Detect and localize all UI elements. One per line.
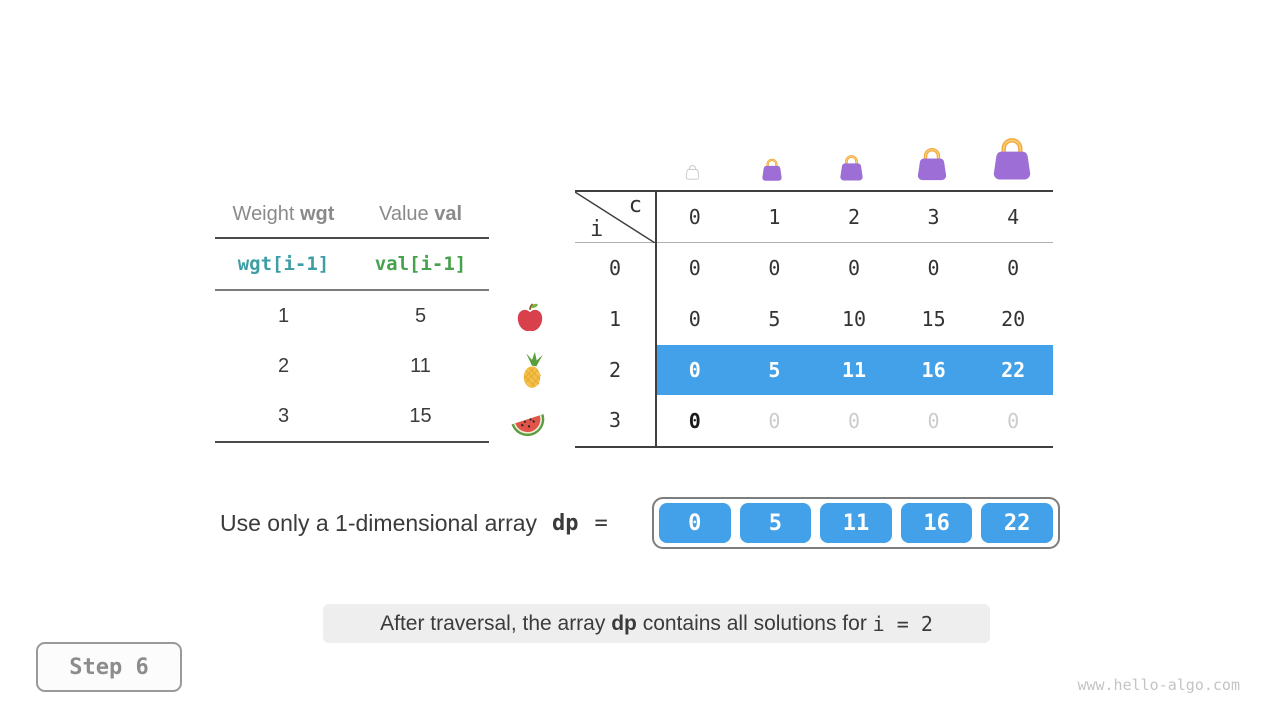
item-value: 11	[410, 354, 431, 377]
watermark: www.hello-algo.com	[1077, 676, 1240, 694]
bag-xlarge-icon	[986, 133, 1038, 182]
caption-dp: dp	[611, 611, 637, 635]
wgt-formula: wgt[i-1]	[237, 253, 330, 275]
dp-cell: 0	[768, 408, 781, 433]
caption-code: i = 2	[872, 611, 933, 636]
dp-cell: 0	[847, 256, 860, 281]
dp-equation-text: Use only a 1-dimensional array dp =	[220, 497, 608, 549]
dp-cell: 0	[1007, 408, 1020, 433]
bag-small-icon	[759, 156, 785, 182]
dp-cell: 0	[927, 256, 940, 281]
equals-sign: =	[594, 510, 608, 536]
dp-row-1: 1 0 5 10 15 20	[575, 294, 1053, 345]
corner-label-c: c	[628, 193, 642, 218]
bag-large-icon	[912, 144, 952, 182]
diagonal-divider	[575, 192, 655, 243]
items-table: Weight wgt Value val wgt[i-1] val[i-1] 1…	[215, 192, 489, 443]
caption-part2: contains all solutions for	[636, 611, 873, 635]
dp-cell: 10	[841, 307, 867, 332]
item-row: 1 5	[215, 291, 489, 341]
dp-row-3: 3 0 0 0 0 0	[575, 395, 1053, 446]
dp-row-2-highlighted: 2 0 5 11 16 22	[575, 344, 1053, 396]
caption-banner: After traversal, the array dp contains a…	[323, 604, 990, 643]
items-table-header: Weight wgt Value val	[215, 192, 489, 239]
dp-cell: 0	[688, 307, 701, 332]
table-vertical-divider	[655, 192, 657, 446]
weight-header: Weight wgt	[232, 203, 335, 225]
dp-table-header: c i 0 1 2 3 4	[575, 192, 1053, 243]
dp-cell: 11	[841, 357, 867, 382]
highlighted-row-cells: 0 5 11 16 22	[655, 344, 1053, 396]
pineapple-icon	[523, 351, 543, 388]
dp-cell: 5	[768, 357, 781, 382]
dp-table-corner: c i	[575, 192, 655, 243]
dp-array-cell: 5	[739, 503, 812, 543]
bag-medium-icon	[836, 152, 867, 182]
row-label: 2	[608, 357, 622, 382]
dp-variable: dp	[552, 510, 579, 536]
dp-cell: 5	[768, 307, 781, 332]
dp-cell: 16	[921, 357, 946, 382]
dp-cell: 0	[688, 357, 701, 382]
dp-array-cell: 22	[981, 503, 1053, 543]
col-header: 4	[1007, 205, 1020, 229]
caption-part1: After traversal, the array	[380, 611, 612, 635]
dp-col-headers: 0 1 2 3 4	[655, 192, 1053, 242]
items-table-rows: 1 5 2 11 3 15	[215, 291, 489, 443]
dp-cell: 20	[1001, 307, 1026, 332]
empty-bag-icon	[684, 162, 701, 181]
item-weight: 1	[277, 304, 290, 327]
formula-row: wgt[i-1] val[i-1]	[215, 239, 489, 291]
apple-icon	[517, 303, 543, 332]
val-formula: val[i-1]	[374, 253, 467, 275]
col-header: 0	[688, 205, 701, 229]
dp-cell: 0	[1007, 256, 1020, 281]
watermelon-icon	[511, 414, 545, 437]
dp-cell: 0	[688, 256, 701, 281]
col-header: 3	[927, 205, 940, 229]
dp-table: c i 0 1 2 3 4 0 0 0 0 0 0 1	[575, 190, 1053, 448]
row-label: 1	[608, 306, 622, 331]
dp-row-0: 0 0 0 0 0 0	[575, 243, 1053, 294]
item-weight: 2	[277, 354, 290, 377]
step-badge: Step 6	[36, 642, 182, 692]
col-header: 1	[768, 205, 781, 229]
dp-cell: 0	[927, 408, 940, 433]
col-header: 2	[847, 205, 860, 229]
item-value: 15	[409, 404, 432, 427]
dp-cell: 0	[847, 408, 860, 433]
item-value: 5	[414, 304, 427, 327]
dp-array: 0 5 11 16 22	[652, 497, 1060, 549]
dp-cell: 0	[688, 408, 701, 433]
dp-cell: 15	[921, 307, 946, 332]
equation-prefix: Use only a 1-dimensional array	[220, 509, 538, 536]
row-label: 0	[608, 256, 622, 280]
value-header: Value val	[378, 203, 463, 225]
dp-array-cell: 0	[659, 503, 731, 543]
dp-array-cell: 16	[900, 503, 973, 543]
corner-label-i: i	[590, 217, 604, 242]
dp-cell: 22	[1001, 357, 1026, 382]
dp-cell: 0	[768, 256, 781, 281]
row-label: 3	[608, 408, 622, 433]
item-row: 2 11	[215, 341, 489, 391]
dp-array-cell: 11	[820, 503, 892, 543]
item-row: 3 15	[215, 391, 489, 441]
item-weight: 3	[277, 404, 290, 427]
